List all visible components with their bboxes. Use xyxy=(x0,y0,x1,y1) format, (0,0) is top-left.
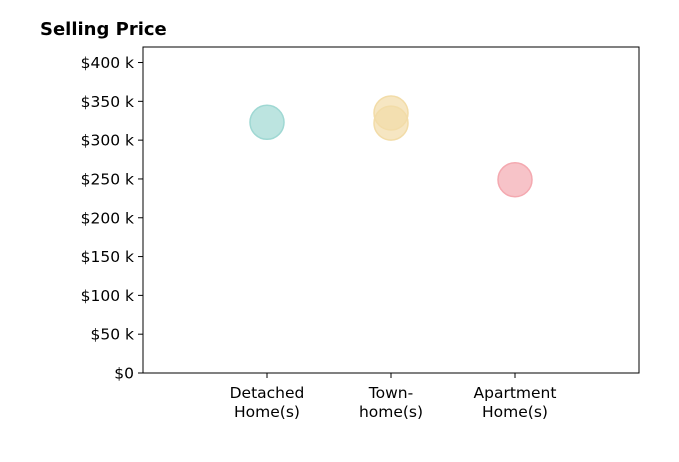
y-tick-label-1: $50 k xyxy=(91,326,135,344)
y-tick-label-7: $350 k xyxy=(81,93,134,111)
x-tick-label-0: Detached Home(s) xyxy=(230,384,305,421)
data-point-0 xyxy=(249,104,285,141)
y-tick-label-6: $300 k xyxy=(81,132,134,150)
chart-title: Selling Price xyxy=(40,19,167,40)
y-tick-label-8: $400 k xyxy=(81,54,134,72)
y-tick-label-4: $200 k xyxy=(81,209,134,227)
y-tick-label-0: $0 xyxy=(114,365,134,383)
x-tick-label-1: Town-home(s) xyxy=(359,384,423,421)
y-tick-label-5: $250 k xyxy=(81,170,134,188)
x-tick-label-2: Apartment Home(s) xyxy=(474,384,557,421)
y-tick-label-2: $100 k xyxy=(81,287,134,305)
y-tick-label-3: $150 k xyxy=(81,248,134,266)
plot-area: $0 $50 k $100 k $150 k $200 k $250 k $300 k $35… xyxy=(81,46,640,421)
data-point-3 xyxy=(497,161,533,198)
data-point-2 xyxy=(373,105,409,141)
